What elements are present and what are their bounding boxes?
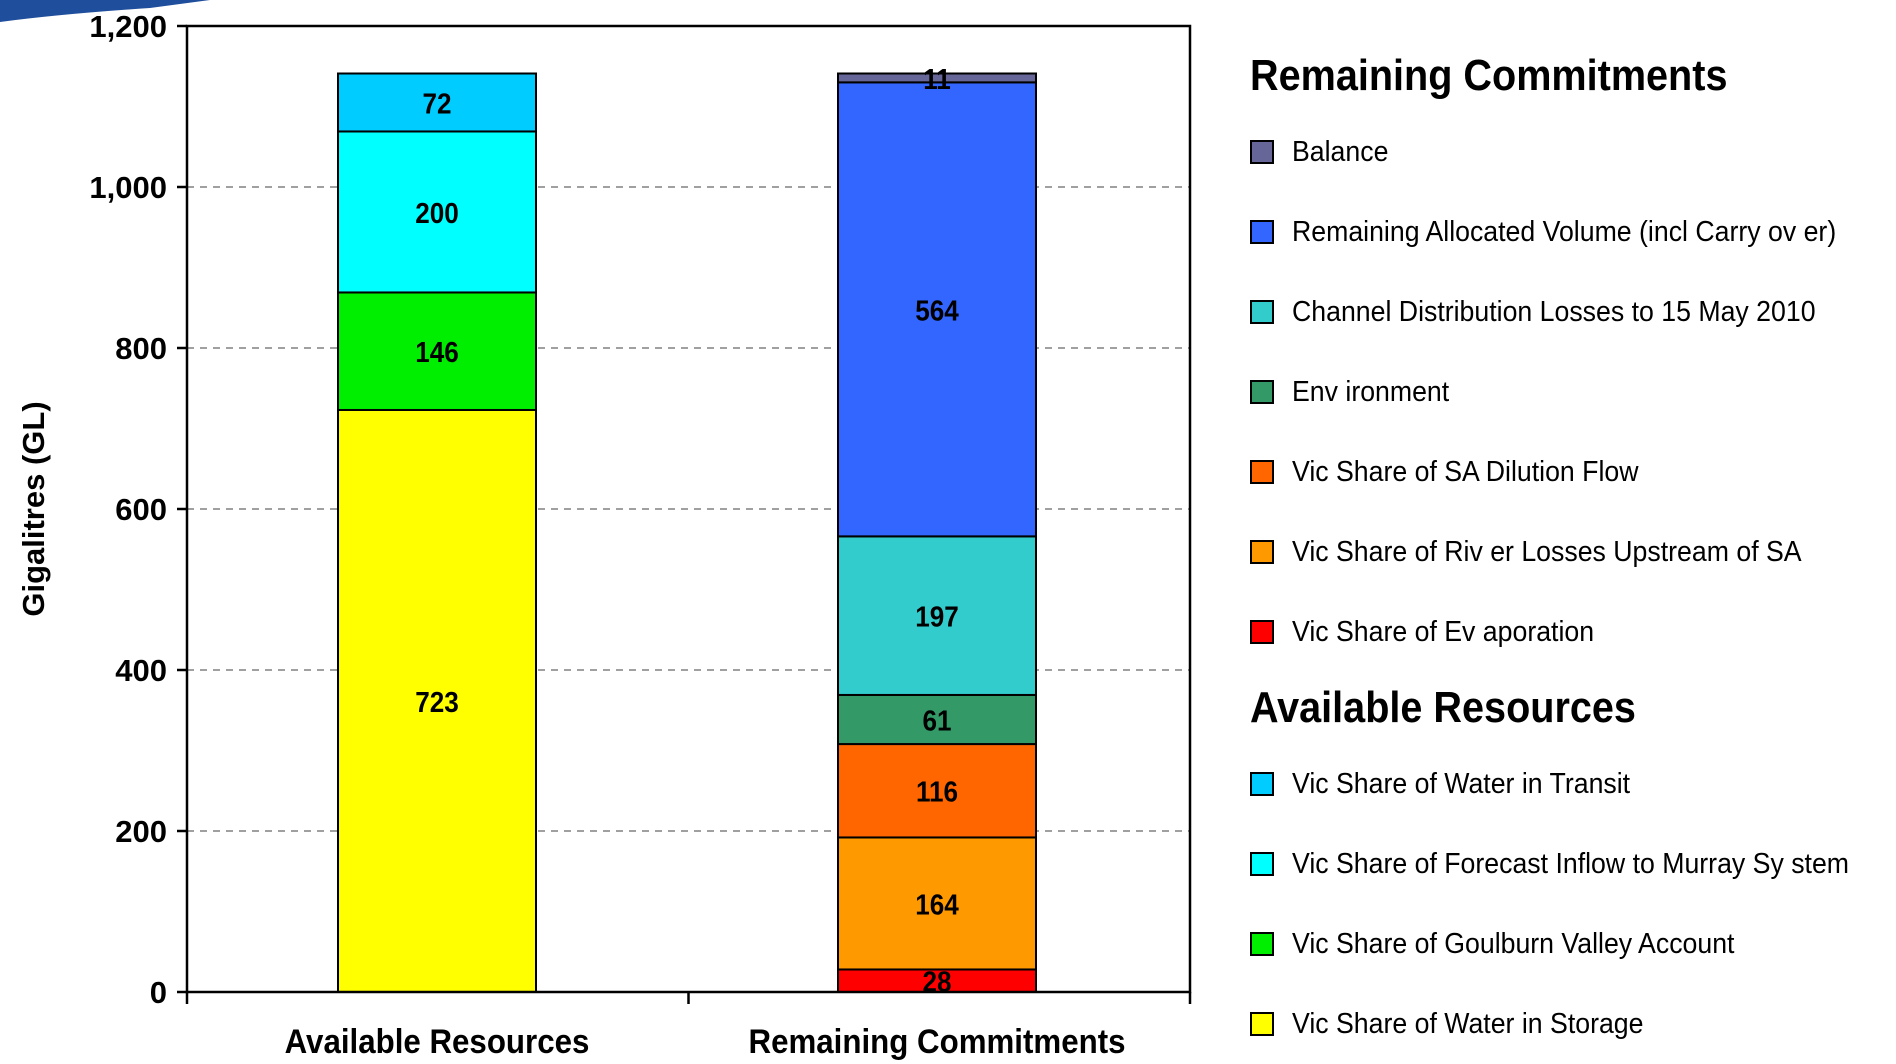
legend-item: Vic Share of Water in Transit xyxy=(1250,744,1890,824)
legend-label: Remaining Allocated Volume (incl Carry o… xyxy=(1292,215,1837,248)
legend-swatch xyxy=(1250,460,1274,484)
data-label: 61 xyxy=(922,704,951,737)
y-tick-label: 0 xyxy=(150,975,167,1010)
x-category-label: Available Resources xyxy=(285,1022,590,1061)
legend-item: Vic Share of Forecast Inflow to Murray S… xyxy=(1250,824,1890,904)
data-label: 146 xyxy=(415,336,459,369)
legend-item: Channel Distribution Losses to 15 May 20… xyxy=(1250,272,1890,352)
legend-swatch xyxy=(1250,380,1274,404)
data-label: 564 xyxy=(915,294,959,327)
legend: Remaining Commitments Balance Remaining Al… xyxy=(1250,40,1890,1064)
legend-swatch xyxy=(1250,220,1274,244)
legend-label: Vic Share of SA Dilution Flow xyxy=(1292,455,1639,488)
legend-label: Vic Share of Water in Storage xyxy=(1292,1007,1644,1040)
legend-label: Vic Share of Riv er Losses Upstream of S… xyxy=(1292,535,1802,568)
bar-segment xyxy=(837,693,1037,746)
legend-swatch xyxy=(1250,620,1274,644)
y-tick-label: 1,000 xyxy=(89,170,167,205)
blue-swoosh-logo-icon xyxy=(0,0,210,22)
legend-swatch xyxy=(1250,540,1274,564)
y-tick-label: 600 xyxy=(115,492,167,527)
legend-item: Vic Share of SA Dilution Flow xyxy=(1250,432,1890,512)
data-label: 11 xyxy=(923,63,951,96)
legend-item: Vic Share of Water in Storage xyxy=(1250,984,1890,1064)
bar-segment xyxy=(837,836,1037,971)
legend-item: Vic Share of Ev aporation xyxy=(1250,592,1890,672)
bar-segment xyxy=(837,535,1037,696)
bar-segment xyxy=(337,130,537,294)
bar-segment xyxy=(837,72,1037,84)
data-label: 72 xyxy=(422,87,451,120)
y-axis-title: Gigalitres (GL) xyxy=(16,401,51,616)
legend-label: Env ironment xyxy=(1292,375,1450,408)
legend-swatch xyxy=(1250,772,1274,796)
bar-segment xyxy=(337,72,537,133)
legend-item: Vic Share of Goulburn Valley Account xyxy=(1250,904,1890,984)
data-label: 723 xyxy=(415,686,459,719)
y-tick-label: 200 xyxy=(115,814,167,849)
bar-segment xyxy=(337,408,537,993)
data-label: 200 xyxy=(415,197,459,230)
legend-heading: Available Resources xyxy=(1250,683,1636,732)
data-label: 116 xyxy=(916,775,958,808)
legend-swatch xyxy=(1250,932,1274,956)
bar-segment xyxy=(837,743,1037,839)
bar-segment xyxy=(837,81,1037,538)
data-label: 164 xyxy=(915,888,959,921)
legend-label: Vic Share of Goulburn Valley Account xyxy=(1292,927,1735,960)
x-category-label: Remaining Commitments xyxy=(748,1022,1125,1061)
legend-item: Remaining Allocated Volume (incl Carry o… xyxy=(1250,192,1890,272)
data-label: 197 xyxy=(915,600,959,633)
y-tick-label: 400 xyxy=(115,653,167,688)
legend-label: Channel Distribution Losses to 15 May 20… xyxy=(1292,295,1816,328)
y-tick-label: 800 xyxy=(115,331,167,366)
bar-segment xyxy=(337,291,537,411)
y-tick-label: 1,200 xyxy=(89,9,167,44)
legend-item: Env ironment xyxy=(1250,352,1890,432)
legend-item: Balance xyxy=(1250,112,1890,192)
legend-label: Vic Share of Forecast Inflow to Murray S… xyxy=(1292,847,1850,880)
legend-label: Vic Share of Water in Transit xyxy=(1292,767,1631,800)
legend-label: Vic Share of Ev aporation xyxy=(1292,615,1595,648)
legend-swatch xyxy=(1250,140,1274,164)
legend-heading: Remaining Commitments xyxy=(1250,51,1728,100)
legend-swatch xyxy=(1250,852,1274,876)
legend-swatch xyxy=(1250,1012,1274,1036)
legend-label: Balance xyxy=(1292,135,1389,168)
legend-swatch xyxy=(1250,300,1274,324)
legend-item: Vic Share of Riv er Losses Upstream of S… xyxy=(1250,512,1890,592)
